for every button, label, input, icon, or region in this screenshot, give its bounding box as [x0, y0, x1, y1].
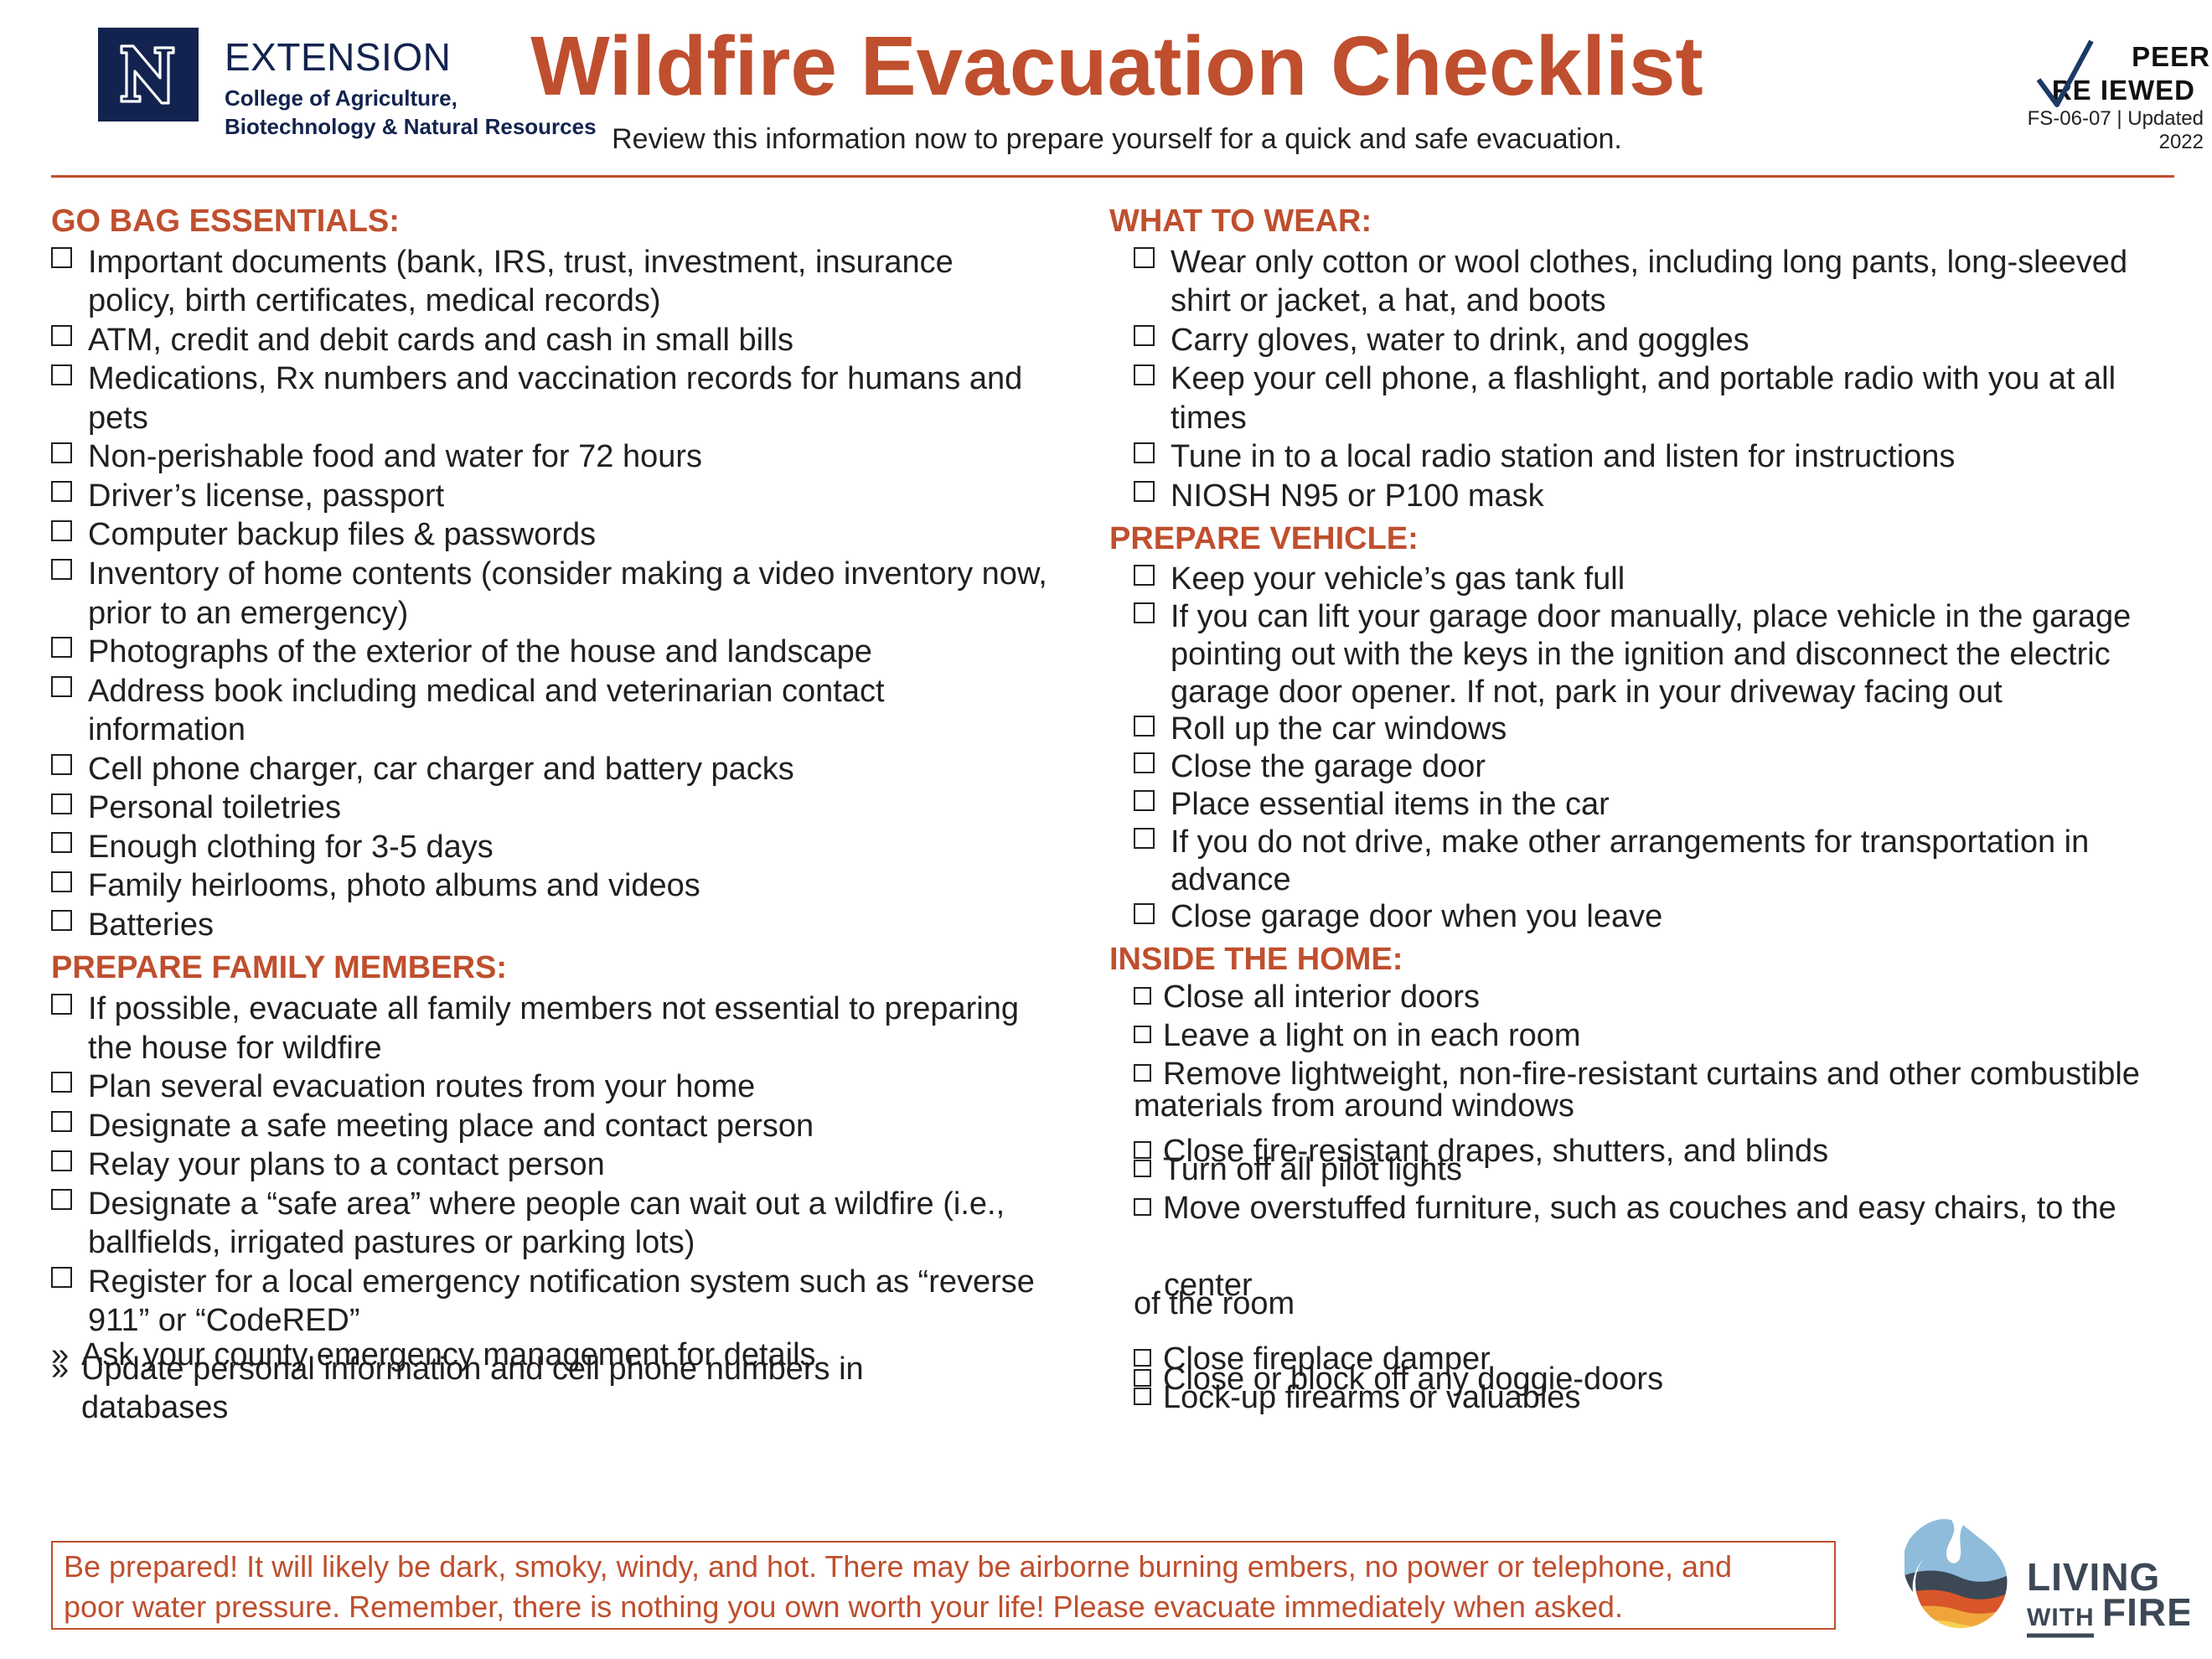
svg-text:WITH: WITH [2027, 1604, 2095, 1631]
svg-text:PEER: PEER [2132, 41, 2210, 72]
svg-text:FIRE: FIRE [2102, 1590, 2189, 1634]
